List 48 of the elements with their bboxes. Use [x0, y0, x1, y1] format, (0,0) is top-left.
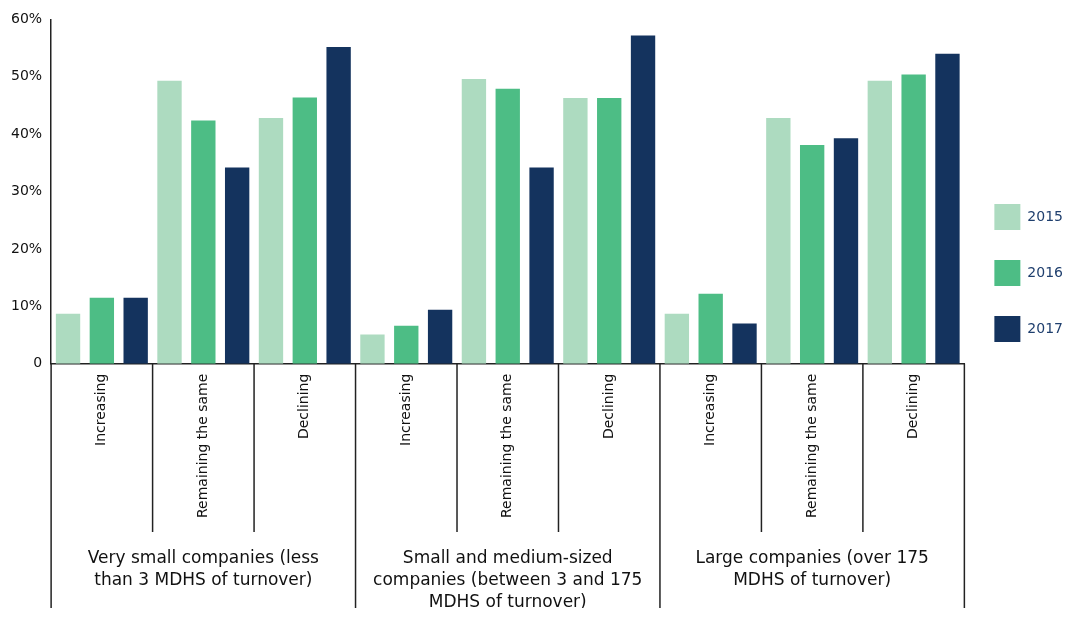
- text: Large companies (over 175 MDHS of turnover): [695, 546, 929, 589]
- bar: [799, 145, 825, 364]
- y-tick-label: 50%: [10, 67, 43, 84]
- y-tick-label: 10%: [10, 296, 43, 313]
- bar: [698, 293, 723, 364]
- bar: [258, 118, 284, 364]
- bar: [766, 118, 791, 364]
- y-tick-label: 40%: [10, 124, 43, 141]
- bar: [394, 325, 419, 364]
- x-tick-label: Increasing: [701, 373, 718, 446]
- x-tick-label: Declining: [295, 373, 312, 440]
- bar: [427, 309, 453, 364]
- x-tick-label: Increasing: [92, 373, 109, 446]
- bar: [191, 120, 216, 364]
- y-tick-label: 30%: [10, 182, 43, 199]
- x-tick-label: Remaining the same: [802, 373, 819, 518]
- legend-label: 2016: [1027, 263, 1064, 280]
- bar: [157, 80, 182, 364]
- x-tick-label: Remaining the same: [193, 373, 210, 518]
- bar: [461, 79, 487, 364]
- text: Very small companies (less than 3 MDHS of turnover): [87, 546, 320, 589]
- bar: [89, 297, 115, 364]
- bar: [326, 46, 351, 364]
- bar: [495, 88, 520, 364]
- bar: [224, 167, 250, 364]
- bar: [630, 35, 656, 364]
- bar: [664, 313, 690, 364]
- y-tick-label: 60%: [10, 10, 43, 27]
- bar: [123, 297, 148, 364]
- bar: [935, 53, 960, 364]
- y-tick-label: 20%: [10, 239, 43, 256]
- bar: [529, 167, 554, 364]
- bar: [732, 323, 757, 364]
- y-tick-label: 0: [33, 354, 43, 371]
- x-tick-label: Declining: [599, 373, 616, 440]
- bar: [292, 97, 317, 364]
- x-tick-label: Increasing: [396, 373, 413, 446]
- legend-label: 2017: [1027, 319, 1064, 336]
- legend-label: 2015: [1027, 207, 1064, 224]
- bar: [55, 313, 81, 364]
- x-tick-label: Declining: [904, 373, 921, 440]
- bar: [833, 138, 859, 364]
- bar: [901, 74, 926, 364]
- bar: [867, 80, 892, 364]
- bar: [563, 98, 588, 364]
- x-tick-label: Remaining the same: [498, 373, 515, 518]
- bar: [597, 98, 622, 364]
- bar: [360, 334, 385, 364]
